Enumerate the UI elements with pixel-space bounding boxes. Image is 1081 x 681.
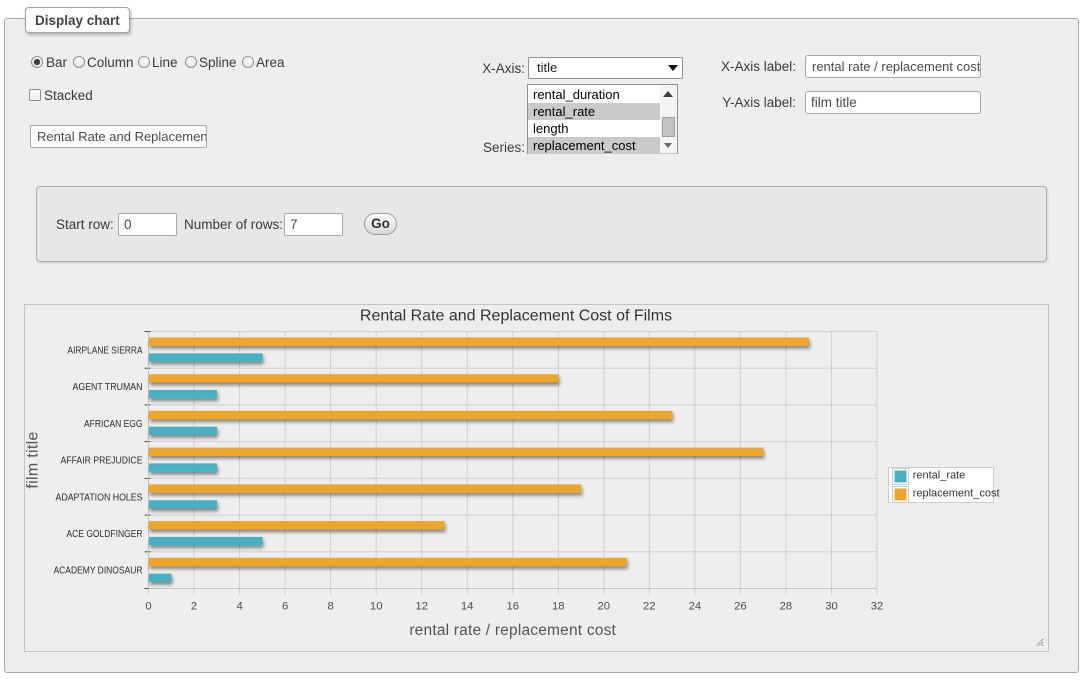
svg-text:18: 18: [552, 601, 565, 613]
svg-text:AIRPLANE SIERRA: AIRPLANE SIERRA: [68, 345, 143, 356]
svg-text:ADAPTATION HOLES: ADAPTATION HOLES: [56, 492, 143, 503]
svg-text:26: 26: [734, 601, 747, 613]
svg-text:8: 8: [327, 601, 333, 613]
svg-text:Rental Rate and Replacement Co: Rental Rate and Replacement Cost of Film…: [360, 308, 672, 325]
svg-text:30: 30: [825, 601, 838, 613]
svg-text:film title: film title: [25, 431, 42, 488]
svg-text:10: 10: [370, 601, 383, 613]
svg-text:2: 2: [191, 601, 197, 613]
svg-text:12: 12: [415, 601, 428, 613]
svg-text:AFFAIR PREJUDICE: AFFAIR PREJUDICE: [61, 456, 143, 467]
svg-text:ACE GOLDFINGER: ACE GOLDFINGER: [67, 529, 143, 540]
svg-text:20: 20: [598, 601, 611, 613]
svg-text:ACADEMY DINOSAUR: ACADEMY DINOSAUR: [54, 566, 143, 577]
svg-text:rental_rate: rental_rate: [913, 470, 966, 482]
svg-text:replacement_cost: replacement_cost: [913, 488, 1000, 500]
svg-text:AGENT TRUMAN: AGENT TRUMAN: [73, 382, 143, 393]
svg-text:AFRICAN EGG: AFRICAN EGG: [84, 419, 143, 430]
svg-text:22: 22: [643, 601, 656, 613]
svg-text:6: 6: [282, 601, 288, 613]
svg-text:24: 24: [689, 601, 702, 613]
svg-text:14: 14: [461, 601, 474, 613]
svg-text:32: 32: [871, 601, 884, 613]
svg-text:28: 28: [780, 601, 793, 613]
svg-text:rental rate / replacement cost: rental rate / replacement cost: [409, 622, 616, 639]
svg-text:16: 16: [507, 601, 520, 613]
svg-text:4: 4: [236, 601, 242, 613]
svg-text:0: 0: [145, 601, 151, 613]
